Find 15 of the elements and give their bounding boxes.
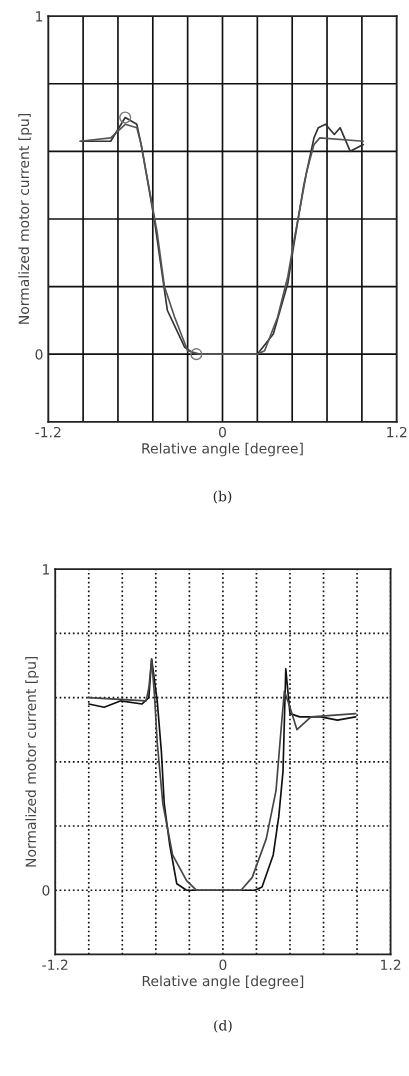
x-axis-title: Relative angle [degree] [142, 442, 303, 457]
x-tick-label: 1.2 [381, 959, 401, 970]
text: (b) [213, 490, 232, 504]
x-tick-label: -1.2 [35, 426, 61, 438]
y-tick-label: 1 [36, 11, 43, 22]
y-tick-label: 1 [43, 564, 50, 575]
y-axis-title: Normalized motor current [pu] [25, 656, 39, 867]
text: (d) [214, 1019, 232, 1033]
x-tick-label: 0 [219, 959, 227, 971]
y-axis-title: Normalized motor current [pu] [18, 114, 32, 324]
y-tick-label: 0 [42, 885, 50, 896]
x-axis-title: Relative angle [degree] [142, 975, 304, 989]
x-tick-label: -1.2 [42, 959, 68, 970]
x-tick-label: 1.2 [387, 426, 407, 438]
x-tick-label: 0 [218, 426, 226, 438]
